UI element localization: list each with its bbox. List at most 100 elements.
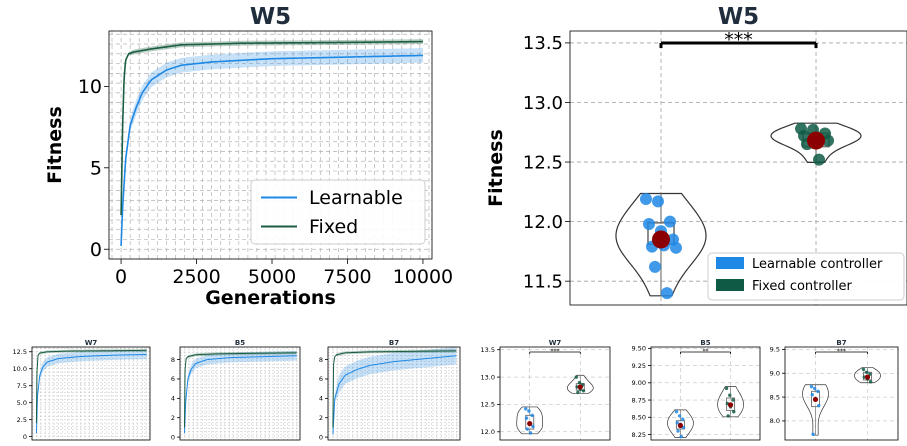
plot-frame [650, 346, 761, 441]
series-band-0 [184, 350, 297, 434]
y-tick-label: 0 [319, 433, 323, 441]
y-tick-label: 8.0 [770, 417, 780, 425]
data-point [576, 390, 580, 395]
series-line-learnable [120, 54, 423, 247]
violin-chart-small_violin_b5: 8.25 8.50 8.75 9.00 9.25 9.50 **B5 [632, 339, 761, 441]
chart-title: B5 [700, 339, 710, 347]
line-chart-small_line_b5: 0 2 4 6 8 B5 [171, 339, 301, 441]
significance-stars: *** [551, 348, 560, 355]
data-point [681, 417, 685, 422]
violin-1 [770, 122, 862, 164]
mean-marker [864, 374, 871, 380]
y-tick-label: 4 [171, 395, 175, 403]
data-point [528, 431, 533, 435]
y-tick-label: 13.0 [523, 93, 563, 114]
data-point [676, 429, 680, 433]
y-tick-label: 12.5 [13, 348, 27, 356]
violin-chart-small_violin_b7: 8.0 8.5 9.0 9.5 ***B7 [770, 339, 899, 441]
data-point [651, 195, 664, 208]
violin-chart-main_violin: 11.5 12.0 12.5 13.0 13.5 ***W5 Fitness Learnabl… [485, 4, 907, 306]
chart-title: B7 [836, 339, 846, 347]
chart-title: W5 [718, 4, 759, 30]
data-point [726, 414, 730, 418]
chart-title: W5 [250, 4, 291, 30]
legend-swatch-0 [716, 257, 744, 269]
significance-stars: *** [724, 29, 753, 51]
data-point [648, 260, 661, 273]
data-point [527, 409, 531, 413]
y-tick-label: 9.5 [770, 346, 780, 354]
y-tick-label: 2 [171, 414, 175, 422]
y-tick-label: 10 [78, 76, 102, 98]
data-point [669, 241, 682, 254]
plot-frame [569, 30, 907, 306]
legend: Learnable Fixed [250, 179, 426, 245]
y-tick-label: 2 [319, 414, 323, 422]
data-point [524, 407, 528, 411]
chart-title: W7 [549, 339, 562, 347]
y-axis-label: Fitness [485, 129, 507, 207]
data-point [813, 153, 826, 166]
chart-title: B5 [235, 339, 245, 347]
data-point [813, 386, 817, 391]
violin-1 [717, 386, 744, 418]
violin-0 [516, 406, 544, 435]
data-point [675, 421, 679, 425]
mean-marker [677, 422, 684, 429]
data-point [864, 370, 869, 374]
series-line-learnable [35, 353, 147, 434]
data-point [674, 410, 679, 414]
x-tick-label: 0 [115, 266, 127, 288]
mean-marker [527, 420, 533, 427]
plot-frame [327, 346, 461, 441]
data-point [660, 287, 673, 300]
data-point [811, 432, 815, 436]
y-tick-label: 6 [319, 375, 323, 383]
y-tick-label: 12.0 [481, 428, 495, 436]
line-chart-small_line_b7: 0 2 4 6 8 B7 [319, 339, 461, 441]
y-axis-label: Fitness [44, 106, 66, 184]
y-tick-label: 6 [171, 375, 175, 383]
y-tick-label: 0 [171, 433, 175, 441]
y-tick-label: 11.5 [523, 271, 563, 292]
plot-area [651, 347, 760, 440]
y-tick-label: 8 [319, 356, 323, 364]
legend-label-0: Learnable [309, 187, 403, 209]
y-tick-label: 5.0 [17, 399, 27, 407]
mean-marker [807, 131, 826, 150]
violin-0 [615, 192, 707, 297]
x-tick-label: 5000 [248, 266, 296, 288]
x-tick-label: 2500 [172, 266, 220, 288]
series-line-learnable [183, 355, 297, 434]
y-tick-label: 9.50 [632, 345, 646, 353]
y-tick-label: 8.25 [632, 431, 646, 439]
y-tick-label: 12.5 [523, 152, 563, 173]
data-point [822, 134, 835, 147]
data-point [732, 410, 736, 414]
data-point [642, 217, 655, 230]
data-point [810, 392, 815, 397]
data-point [525, 427, 529, 431]
y-tick-label: 4 [319, 395, 323, 403]
series-band-0 [332, 347, 457, 435]
y-tick-label: 10.0 [13, 365, 27, 373]
legend-swatch-1 [716, 279, 744, 291]
plot-frame [108, 30, 433, 260]
data-point [663, 215, 676, 228]
violin-1 [566, 374, 594, 394]
data-point [817, 403, 821, 408]
plot-area [500, 347, 610, 440]
y-tick-label: 9.0 [770, 370, 780, 378]
y-tick-label: 8.5 [770, 393, 780, 401]
y-tick-label: 13.5 [523, 33, 563, 54]
x-tick-label: 10000 [393, 266, 453, 288]
y-tick-label: 0 [23, 433, 27, 441]
legend-box [250, 179, 426, 245]
data-point [728, 393, 732, 397]
data-point [524, 416, 529, 420]
legend: Learnable controller Fixed controller [707, 252, 905, 301]
y-tick-label: 7.5 [17, 382, 27, 390]
plot-area [785, 347, 898, 440]
